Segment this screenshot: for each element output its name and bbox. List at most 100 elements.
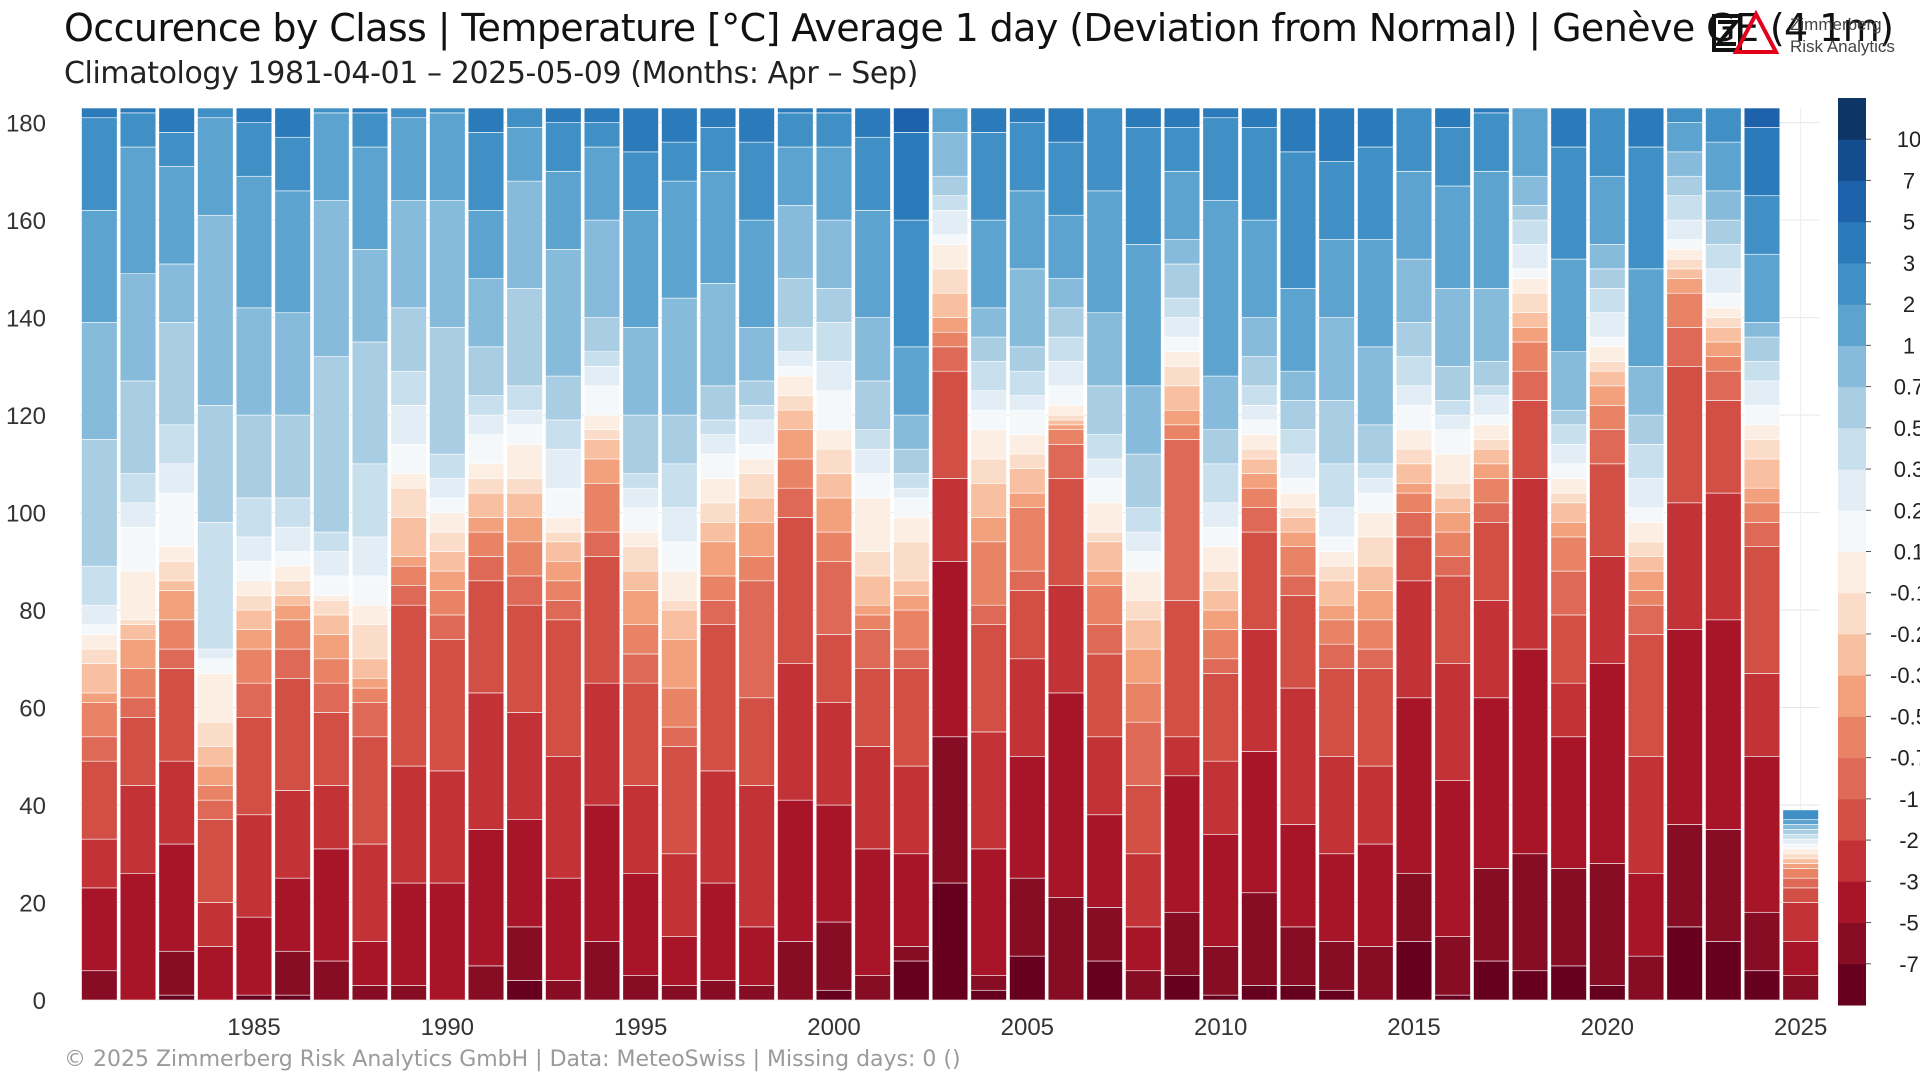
- bar-segment: [158, 994, 195, 1001]
- x-tick-label: 2020: [1581, 1014, 1634, 1041]
- bar-segment: [1434, 663, 1471, 781]
- colorbar-swatch: [1838, 510, 1866, 552]
- bar-segment: [467, 531, 505, 557]
- bar-segment: [197, 799, 234, 820]
- bar-segment: [893, 609, 930, 650]
- bar-segment: [931, 882, 969, 1001]
- bar-segment: [931, 346, 969, 372]
- bar-segment: [1047, 214, 1085, 279]
- bar-segment: [1357, 146, 1394, 240]
- bar-segment: [1318, 107, 1355, 162]
- bar-segment: [1202, 463, 1239, 504]
- bar-segment: [1202, 429, 1239, 465]
- bar-segment: [158, 561, 195, 582]
- bar-segment: [583, 351, 621, 367]
- bar-segment: [1241, 127, 1278, 221]
- bar-segment: [738, 556, 775, 582]
- bar-2020: [1589, 107, 1626, 1001]
- bar-segment: [1589, 312, 1626, 338]
- bar-segment: [1666, 629, 1703, 825]
- bar-segment: [1318, 989, 1355, 1001]
- bar-segment: [119, 872, 157, 1001]
- bar-segment: [545, 375, 582, 421]
- bar-segment: [1357, 843, 1394, 947]
- bar-segment: [622, 546, 659, 572]
- bar-segment: [1666, 219, 1703, 240]
- bar-segment: [1125, 531, 1162, 552]
- bar-segment: [313, 575, 350, 596]
- logo-line-1: Zimmerberg: [1790, 15, 1882, 34]
- bar-segment: [313, 658, 350, 684]
- bar-segment: [893, 448, 930, 474]
- bar-2019: [1550, 107, 1587, 1001]
- bar-segment: [1627, 955, 1665, 1001]
- colorbar-swatch: [1838, 304, 1866, 346]
- bar-segment: [545, 448, 582, 489]
- bar-segment: [854, 107, 891, 138]
- bar-segment: [1589, 663, 1626, 864]
- bar-segment: [274, 580, 311, 596]
- bar-segment: [699, 770, 737, 884]
- bar-segment: [1550, 492, 1587, 504]
- bar-segment: [1705, 829, 1742, 942]
- bar-segment: [1589, 429, 1626, 465]
- bar-segment: [1163, 336, 1201, 353]
- bar-segment: [1163, 297, 1201, 318]
- bar-segment: [235, 107, 273, 123]
- bar-segment: [1125, 507, 1162, 533]
- bar-segment: [1550, 146, 1587, 260]
- bar-segment: [1434, 288, 1471, 367]
- bar-segment: [583, 366, 621, 387]
- colorbar-label: 2: [1903, 292, 1915, 317]
- bar-segment: [1511, 478, 1549, 650]
- bar-segment: [699, 434, 737, 455]
- bar-segment: [81, 624, 118, 635]
- bar-segment: [197, 721, 234, 747]
- bar-segment: [429, 453, 466, 479]
- bar-segment: [467, 278, 505, 348]
- x-tick-label: 2000: [807, 1014, 860, 1041]
- bar-segment: [1202, 833, 1239, 947]
- bar-1985: [235, 107, 273, 1001]
- x-tick-label: 2015: [1387, 1014, 1440, 1041]
- bar-1997: [699, 107, 737, 1001]
- bar-segment: [699, 522, 737, 543]
- bar-segment: [197, 117, 234, 216]
- bar-segment: [313, 356, 350, 533]
- bar-segment: [699, 541, 737, 577]
- bar-segment: [661, 570, 698, 601]
- bar-segment: [119, 273, 157, 382]
- bar-segment: [390, 517, 427, 557]
- bar-segment: [1395, 171, 1433, 260]
- bar-segment: [738, 444, 775, 460]
- bar-segment: [1086, 736, 1123, 816]
- bar-segment: [1202, 673, 1239, 762]
- bar-segment: [854, 380, 891, 431]
- bar-segment: [351, 107, 389, 114]
- bar-segment: [1241, 317, 1278, 357]
- bar-segment: [1125, 600, 1162, 621]
- bar-segment: [1163, 127, 1201, 172]
- bar-segment: [1279, 151, 1317, 289]
- bar-segment: [1666, 107, 1703, 123]
- bar-2011: [1241, 107, 1278, 1001]
- bar-segment: [1511, 219, 1549, 245]
- bar-segment: [545, 980, 582, 1001]
- bar-segment: [1086, 907, 1123, 962]
- bar-segment: [1434, 429, 1471, 455]
- bar-1996: [661, 107, 698, 1001]
- bar-segment: [197, 819, 234, 903]
- bar-segment: [1086, 624, 1123, 655]
- bar-segment: [738, 419, 775, 445]
- bar-segment: [931, 132, 969, 177]
- bar-segment: [931, 292, 969, 318]
- bar-segment: [1125, 785, 1162, 855]
- bar-segment: [1434, 366, 1471, 401]
- bar-segment: [158, 648, 195, 669]
- bar-segment: [1473, 439, 1510, 450]
- bar-segment: [1550, 736, 1587, 869]
- bar-segment: [1473, 463, 1510, 479]
- bar-segment: [1241, 985, 1278, 1001]
- bar-segment: [970, 458, 1007, 484]
- bar-segment: [506, 409, 543, 426]
